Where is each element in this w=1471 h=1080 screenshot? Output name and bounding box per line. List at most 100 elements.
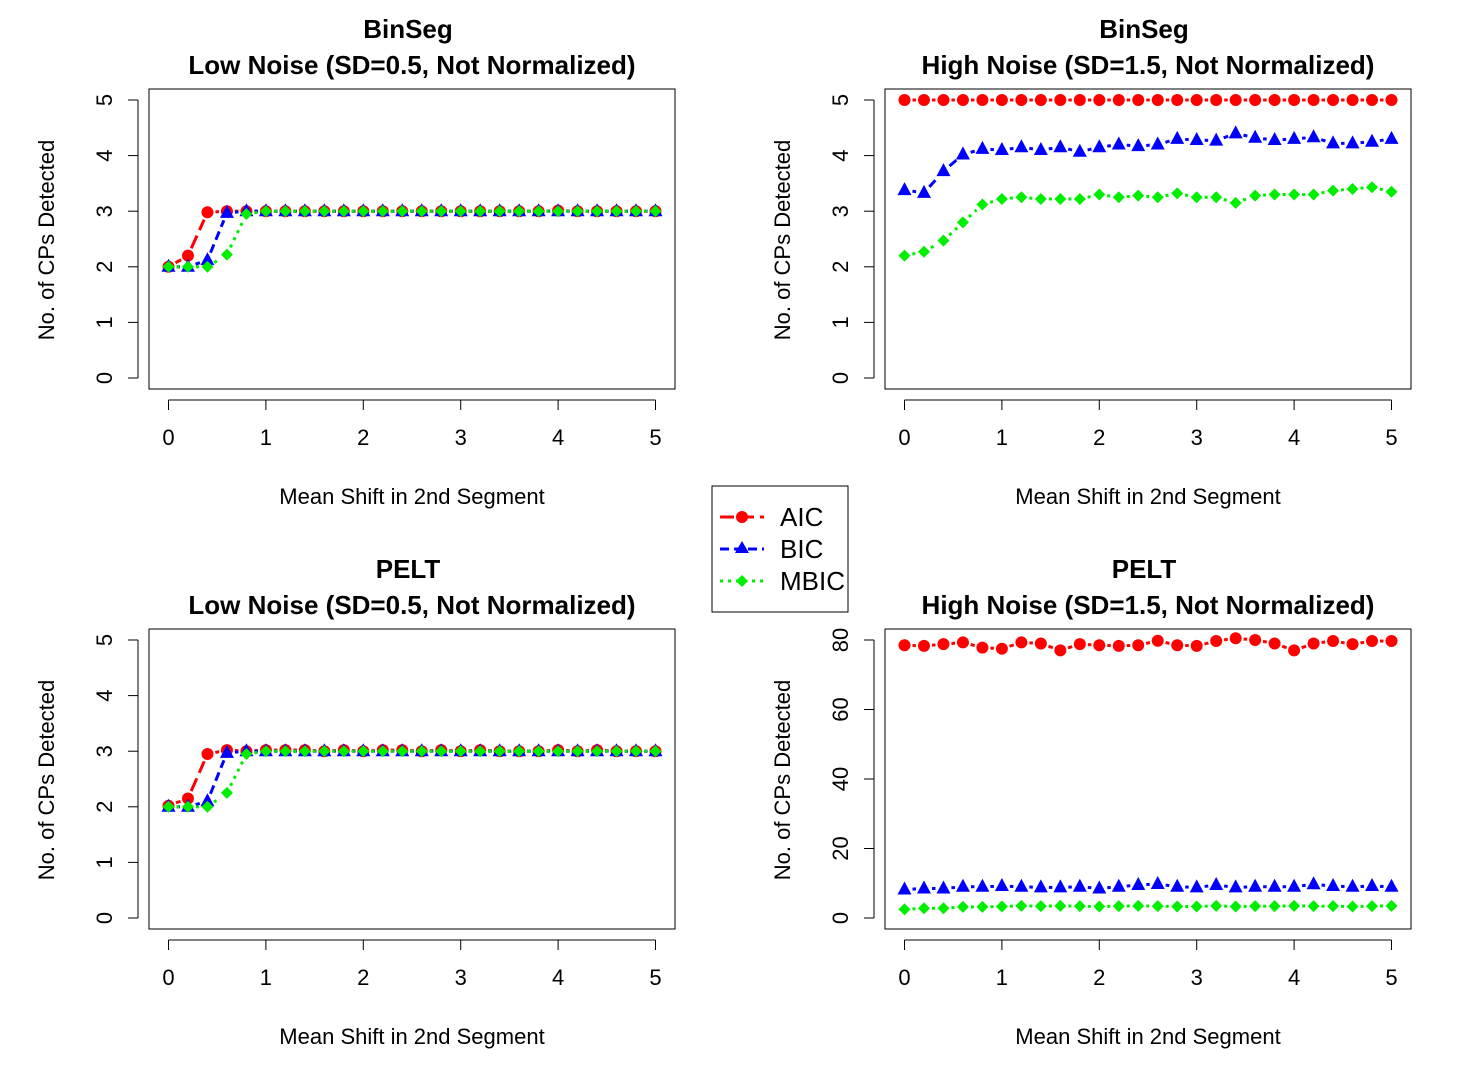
y-tick-label: 5 [828,94,853,106]
series-line-bic [1379,138,1384,143]
legend-entry-bic: BIC [720,534,823,564]
data-point-bic [1345,135,1360,149]
data-point-mbic [201,800,214,813]
data-point-bic [994,878,1009,892]
y-tick-label: 4 [828,149,853,161]
data-point-mbic [454,205,467,218]
data-point-bic [1111,878,1126,892]
data-point-bic [1072,878,1087,892]
data-point-mbic [1385,899,1398,912]
data-point-bic [955,878,970,892]
data-point-mbic [1132,899,1145,912]
data-point-aic [1132,639,1145,652]
data-point-mbic [415,205,428,218]
series-line-mbic [1087,194,1092,199]
data-point-mbic [630,745,643,758]
data-point-mbic [937,902,950,915]
data-point-bic [1150,136,1165,150]
data-point-bic [1189,132,1204,146]
data-point-aic [1268,94,1281,106]
data-point-mbic [513,205,526,218]
data-point-mbic [396,205,409,218]
data-point-aic [1112,94,1125,106]
data-point-aic [181,249,194,262]
data-point-bic [897,881,912,895]
data-point-mbic [474,205,487,218]
series-line-bic [1067,147,1073,152]
series-line-aic [1165,641,1170,645]
data-point-mbic [181,260,194,273]
series-line-bic [1243,133,1248,138]
x-tick-label: 3 [455,965,467,990]
y-tick-label: 2 [92,261,117,273]
data-point-mbic [298,745,311,758]
data-point-bic [936,163,951,177]
series-line-mbic [1379,187,1385,192]
data-point-mbic [976,198,989,211]
data-point-aic [1229,94,1242,106]
data-point-aic [1054,644,1067,657]
data-point-mbic [1327,900,1340,913]
data-point-bic [1287,130,1302,144]
y-tick-label: 5 [92,94,117,106]
data-point-bic [955,146,970,160]
data-point-mbic [181,800,194,813]
data-point-aic [1054,94,1067,106]
data-point-bic [1326,878,1341,892]
chart-title: BinSeg [1099,14,1189,44]
series-line-aic [1145,641,1151,645]
series-line-bic [912,189,917,194]
data-point-bic [1189,879,1204,893]
series-line-bic [1029,146,1034,151]
data-point-bic [1209,132,1224,146]
series-line-aic [1301,644,1307,650]
y-axis-label: No. of CPs Detected [770,140,795,341]
plot-frame [148,628,676,930]
series-line-bic [1320,138,1326,143]
series-line-bic [1087,147,1092,152]
data-point-aic [917,639,930,652]
data-point-mbic [1346,182,1359,195]
data-point-mbic [610,745,623,758]
data-point-aic [1210,635,1223,648]
data-point-bic [1150,875,1165,889]
x-tick-label: 5 [1385,965,1397,990]
data-point-bic [916,880,931,894]
data-point-bic [1131,138,1146,152]
data-point-mbic [1288,899,1301,912]
data-point-mbic [1366,900,1379,913]
data-point-aic [1171,639,1184,652]
x-axis-label: Mean Shift in 2nd Segment [1015,1024,1280,1049]
data-point-bic [1092,880,1107,894]
x-tick-label: 2 [1093,425,1105,450]
data-point-bic [975,140,990,154]
x-tick-label: 3 [1191,425,1203,450]
x-tick-label: 2 [1093,965,1105,990]
data-point-aic [1151,634,1164,647]
series-line-mbic [1184,193,1190,198]
data-point-mbic [493,745,506,758]
x-tick-label: 1 [996,965,1008,990]
data-point-bic [1092,139,1107,153]
x-axis-label: Mean Shift in 2nd Segment [279,484,544,509]
data-point-bic [1053,879,1068,893]
data-point-aic [976,641,989,654]
data-point-aic [1171,94,1184,106]
data-point-aic [1307,94,1320,106]
data-point-aic [956,94,969,106]
data-point-mbic [376,205,389,218]
series-line-aic [1281,644,1288,650]
data-point-bic [975,878,990,892]
series-line-mbic [989,199,995,204]
data-point-mbic [376,745,389,758]
series-line-bic [195,261,201,266]
data-point-mbic [259,205,272,218]
legend-label-mbic: MBIC [780,566,845,596]
chart-subtitle: Low Noise (SD=0.5, Not Normalized) [188,590,635,620]
y-tick-label: 3 [828,205,853,217]
data-point-bic [1384,130,1399,144]
data-point-mbic [1034,192,1047,205]
data-point-mbic [1385,185,1398,198]
data-point-mbic [201,260,214,273]
